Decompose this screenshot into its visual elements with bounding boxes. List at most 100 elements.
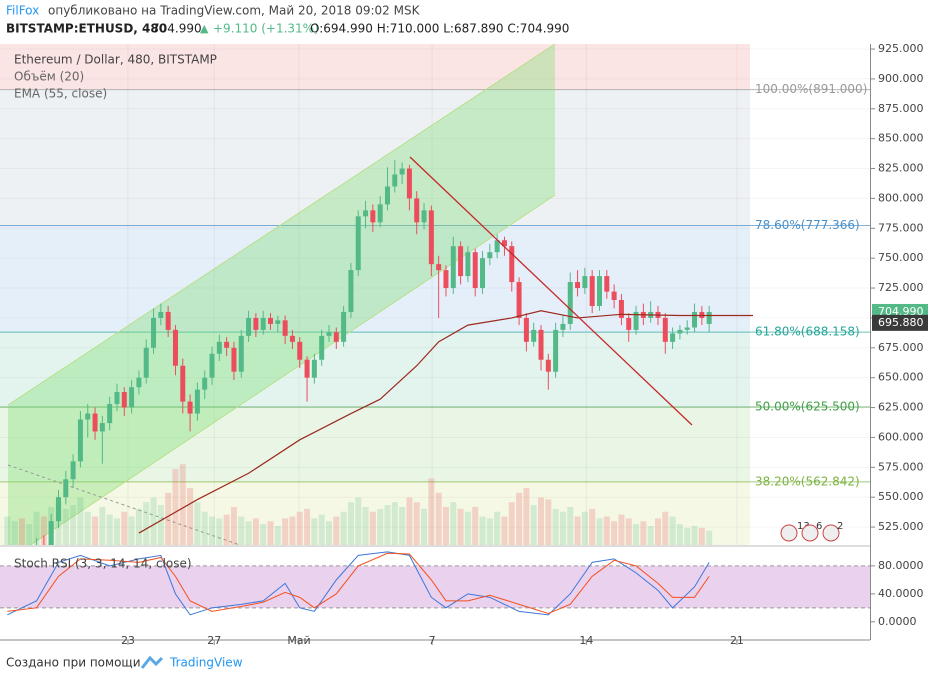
candle-body	[428, 210, 434, 265]
x-tick-label: 14	[579, 634, 593, 647]
volume-bar	[230, 507, 237, 545]
stoch-pane	[0, 551, 870, 616]
candle-body	[194, 389, 200, 414]
volume-bar	[428, 478, 435, 545]
stoch-band	[0, 565, 870, 608]
candle-body	[70, 461, 76, 480]
y-tick-label: 725.000	[878, 281, 924, 294]
legend-stoch: Stoch RSI (3, 3, 14, 14, close)	[14, 557, 192, 571]
volume-bar	[282, 518, 289, 545]
candle-body	[209, 353, 215, 378]
candle-body	[611, 291, 617, 300]
volume-bar	[669, 516, 676, 545]
logo	[140, 655, 164, 669]
volume-bar	[128, 516, 135, 545]
candle-body	[341, 311, 347, 342]
fib-zone	[0, 44, 750, 90]
x-tick-label: 21	[730, 634, 744, 647]
volume-bar	[274, 526, 281, 545]
price-badge-label: 704.990	[878, 305, 924, 318]
candle-body	[180, 365, 186, 402]
volume-bar	[706, 530, 713, 545]
candle-body	[333, 332, 339, 342]
fib-zone	[0, 481, 750, 545]
volume-bar	[647, 526, 654, 545]
candle-body	[282, 320, 288, 336]
volume-bar	[596, 518, 603, 545]
candle-body	[165, 311, 171, 330]
volume-bar	[245, 521, 252, 545]
y-tick-label: 800.000	[878, 191, 924, 204]
candle-body	[414, 198, 420, 223]
candle-body	[582, 276, 588, 289]
candle-body	[487, 252, 493, 259]
candle-body	[114, 392, 120, 404]
volume-bar	[574, 516, 581, 545]
candle-body	[553, 329, 559, 372]
volume-bar	[252, 518, 259, 545]
y-tick-label: 675.000	[878, 341, 924, 354]
candle-body	[531, 329, 537, 342]
volume-bar	[121, 511, 128, 545]
y-tick-label: 875.000	[878, 102, 924, 115]
volume-bar	[545, 499, 552, 545]
badge-count: 6	[816, 521, 822, 532]
volume-bar	[347, 502, 354, 545]
candle-body	[99, 423, 105, 432]
candle-body	[670, 333, 676, 342]
volume-bar	[523, 488, 530, 545]
volume-bar	[676, 524, 683, 545]
badge-count: 2	[837, 521, 843, 532]
candle-body	[545, 359, 551, 372]
x-tick-label: 23	[121, 634, 135, 647]
fib-label: 100.00%(891.000)	[755, 82, 867, 96]
volume-bar	[143, 502, 150, 545]
volume-bar	[450, 502, 457, 545]
volume-bar	[33, 511, 40, 545]
candle-body	[662, 317, 668, 342]
candle-body	[48, 521, 54, 545]
volume-bar	[369, 511, 376, 545]
volume-bar	[304, 508, 311, 545]
channel-line	[7, 44, 556, 406]
volume-bar	[501, 516, 508, 545]
ohlc: O:694.990 H:710.000 L:687.890 C:704.990	[310, 22, 569, 36]
y-tick-label: 525.000	[878, 520, 924, 533]
volume-bar	[216, 518, 223, 545]
volume-bar	[238, 516, 245, 545]
dashed-line	[7, 464, 241, 545]
stoch-tick-label: 40.0000	[878, 587, 924, 600]
volume-bar	[435, 492, 442, 545]
candle-body	[107, 403, 113, 424]
volume-bar	[516, 492, 523, 545]
footer-brand[interactable]: TradingView	[169, 656, 243, 670]
candle-body	[363, 210, 369, 217]
event-badges: 13 6 2	[780, 521, 843, 542]
x-tick-label: 27	[207, 634, 221, 647]
volume-bar	[289, 516, 296, 545]
candle-body	[187, 401, 193, 414]
price-badge	[872, 314, 928, 331]
candle-body	[246, 317, 252, 336]
candle-body	[151, 317, 157, 348]
candle-body	[633, 311, 639, 330]
stoch-line	[7, 552, 710, 614]
volume-bar	[333, 516, 340, 545]
candle-body	[443, 270, 449, 289]
candle-body	[289, 335, 295, 342]
volume-bar	[618, 514, 625, 545]
volume-bar	[11, 521, 18, 545]
volume-bar	[99, 507, 106, 545]
volume-bar	[62, 508, 69, 545]
volume-bar	[172, 469, 179, 545]
candle-body	[392, 174, 398, 187]
candle-body	[275, 320, 281, 324]
badge-icon	[801, 524, 819, 542]
y-tick-label: 825.000	[878, 162, 924, 175]
drawings	[7, 44, 556, 545]
fib-label: 61.80%(688.158)	[755, 325, 860, 339]
candle-body	[626, 317, 632, 330]
candle-body	[421, 210, 427, 223]
volume-bar	[421, 508, 428, 545]
